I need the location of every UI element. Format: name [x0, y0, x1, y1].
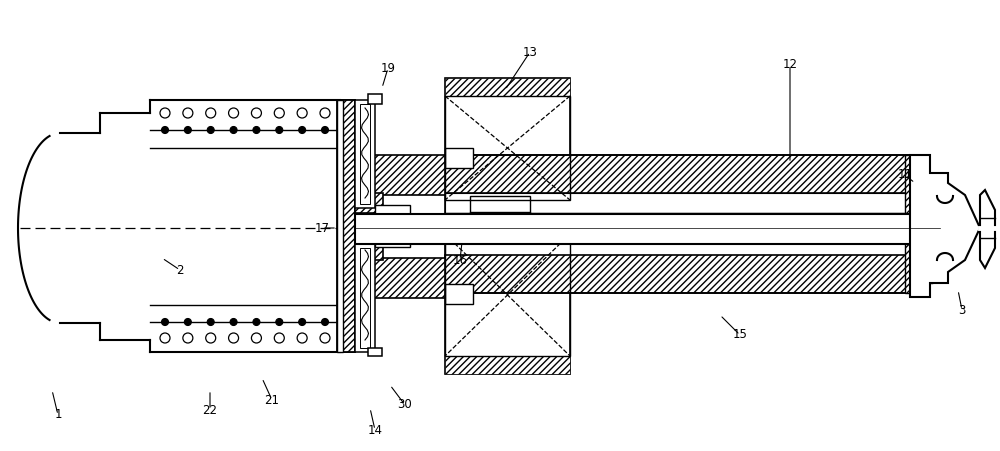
Circle shape [299, 126, 306, 133]
Bar [375, 235, 410, 247]
Text: 30: 30 [398, 399, 412, 411]
Text: 3: 3 [958, 304, 966, 317]
Text: 16: 16 [452, 253, 468, 267]
Polygon shape [980, 190, 995, 268]
Text: 1: 1 [54, 409, 62, 422]
Text: 21: 21 [264, 394, 280, 406]
Circle shape [162, 318, 168, 326]
Bar [368, 348, 382, 356]
Circle shape [230, 318, 237, 326]
Circle shape [184, 318, 191, 326]
Bar [355, 244, 375, 352]
Bar [445, 155, 910, 193]
Bar [905, 155, 913, 293]
Text: 22: 22 [202, 404, 218, 417]
Bar [337, 100, 343, 352]
Bar [445, 78, 570, 218]
Bar [355, 155, 445, 195]
Bar [445, 235, 910, 255]
Text: 11: 11 [898, 169, 912, 181]
Bar [445, 148, 473, 168]
Bar [445, 234, 570, 374]
Text: 15: 15 [733, 328, 747, 341]
Circle shape [299, 318, 306, 326]
Circle shape [253, 318, 260, 326]
Circle shape [322, 318, 328, 326]
Bar [355, 214, 940, 244]
Bar [445, 78, 570, 96]
Polygon shape [910, 155, 980, 297]
Bar [445, 255, 910, 293]
Bar [355, 100, 375, 208]
Circle shape [253, 126, 260, 133]
Circle shape [207, 126, 214, 133]
Bar [445, 234, 570, 356]
Bar [355, 193, 383, 213]
Bar [445, 96, 570, 200]
Text: 2: 2 [176, 263, 184, 276]
Bar [445, 284, 473, 304]
Circle shape [230, 126, 237, 133]
Circle shape [162, 126, 168, 133]
Bar [445, 356, 570, 374]
Bar [368, 94, 382, 104]
Bar [445, 193, 910, 213]
Text: 13: 13 [523, 46, 537, 59]
Bar [375, 205, 410, 217]
Text: 17: 17 [314, 221, 330, 235]
Bar [337, 100, 355, 352]
Text: 12: 12 [782, 59, 798, 72]
Text: 14: 14 [368, 423, 382, 437]
Bar [470, 212, 530, 234]
Bar [470, 196, 530, 218]
Bar [355, 240, 383, 260]
Bar [355, 258, 445, 298]
Text: 19: 19 [380, 61, 396, 74]
Circle shape [184, 126, 191, 133]
Circle shape [276, 318, 283, 326]
Bar [360, 104, 370, 204]
Circle shape [207, 318, 214, 326]
Bar [360, 248, 370, 348]
Circle shape [322, 126, 328, 133]
Circle shape [276, 126, 283, 133]
